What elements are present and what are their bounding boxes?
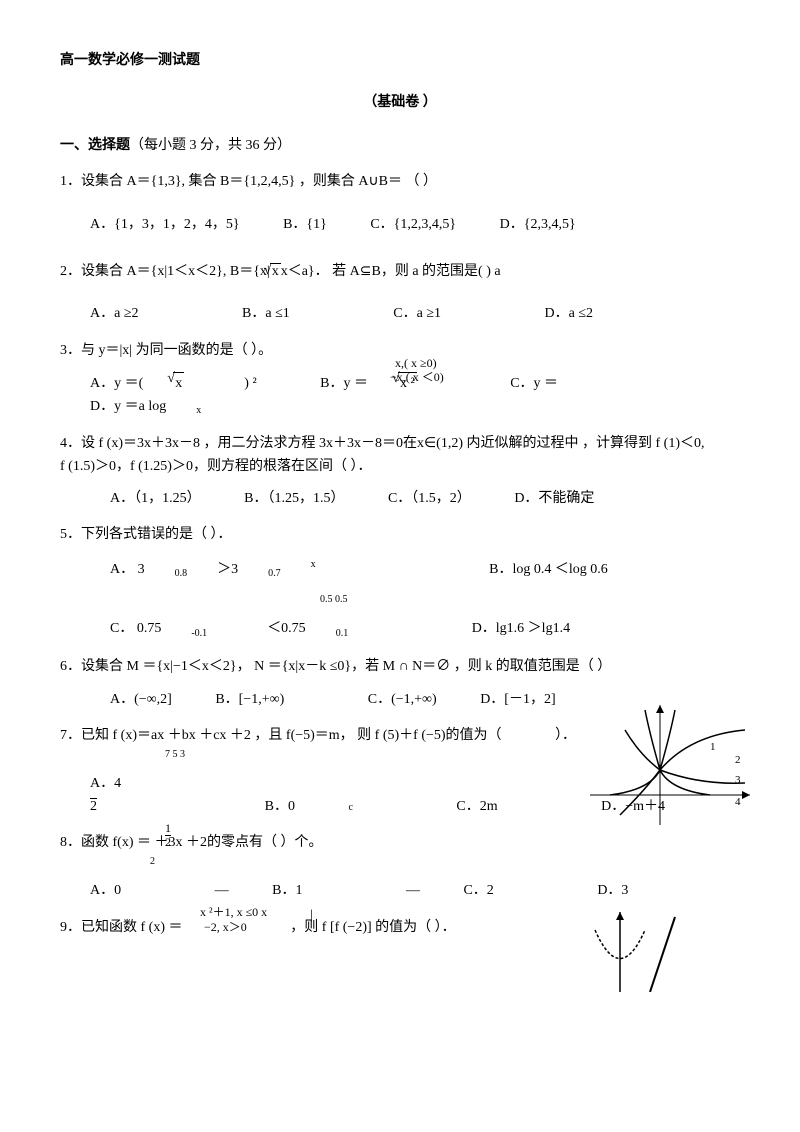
q7-stem-end: ）． (555, 728, 576, 743)
section-heading-row: 一、选择题（每小题 3 分，共 36 分） (60, 135, 740, 157)
q9-piece1: x ²＋1, x ≤0 x (200, 905, 267, 919)
q9-stem-post: ，则 f [f (−2)] 的值为（ ）． (290, 920, 455, 935)
q5-opt-b: B．log 0.4 ＜log 0.6 (489, 559, 608, 581)
q3-options: x,( x ≥0) −x,( x ＜0) A．y ＝( √x) ² B．y ＝ … (90, 372, 740, 419)
q6-opt-b: B．[−1,+∞) (215, 689, 284, 711)
q9-stem-pre: 9．已知函数 f (x) ＝ (60, 920, 183, 935)
q2-stem-suf: a (494, 264, 500, 279)
q7-opt-a: A．42 (90, 773, 161, 818)
q3b-sqrt: x ² (398, 372, 417, 395)
q7-opt-c: C．2m (456, 796, 497, 818)
question-5: 5．下列各式错误的是（ ）． A． 30.8＞30.7 x B．log 0.4 … (60, 524, 740, 642)
q8-frac-num: 1 (165, 822, 171, 836)
q8-stem-text: 8．函数 f(x) ＝ ＋3x ＋2的零点有（ ）个。 (60, 835, 323, 850)
q5-stem: 5．下列各式错误的是（ ）． (60, 524, 740, 546)
q8-frac-den: 2 (165, 836, 171, 849)
q8-options: A．0 — B．1 — C．2 D．3 (90, 880, 740, 902)
q5-opt-c: C． 0.75 -0.1 ＜0.75 0.1 (110, 618, 378, 642)
q8-opt-a: A．0 (90, 880, 121, 902)
q3b-pre: B．y ＝ (320, 373, 368, 395)
q5c-1: C． 0.75 (110, 618, 161, 640)
q7-opt-b: B．0 (265, 796, 295, 818)
svg-text:4: 4 (735, 796, 741, 808)
q1-opt-d: D．{2,3,4,5} (500, 214, 576, 236)
q1-options: A．{1，3，1，2，4，5} B．{1} C．{1,2,3,4,5} D．{2… (90, 214, 740, 236)
q2-stem-mid: x＜a}． 若 A⊆B，则 a 的范围是( ) (281, 264, 495, 279)
question-6: 6．设集合 M ＝{x|−1＜x＜2}， N ＝{x|x－k ≤0}，若 M ∩… (60, 656, 740, 711)
q1-opt-c: C．{1,2,3,4,5} (370, 214, 456, 236)
svg-text:1: 1 (710, 741, 716, 753)
q7a-txt: A．4 (90, 773, 121, 795)
q1-opt-b: B．{1} (283, 214, 327, 236)
q2-opt-a: A．a ≥2 (90, 303, 139, 325)
q5-options-row2: C． 0.75 -0.1 ＜0.75 0.1 D．lg1.6 ＞lg1.4 (110, 618, 740, 642)
q7-stem-text: 7．已知 f (x)＝ax ＋bx ＋cx ＋2 ，且 f(−5)＝m， 则 f… (60, 728, 502, 743)
doc-title: 高一数学必修一测试题 (60, 50, 740, 72)
q3-opt-b: B．y ＝ √x ² (320, 372, 477, 395)
q5-opt-d: D．lg1.6 ＞lg1.4 (472, 618, 570, 640)
q4-line2: f (1.5)＞0，f (1.25)＞0，则方程的根落在区间（ ）． (60, 456, 740, 478)
q2-opt-d: D．a ≤2 (545, 303, 594, 325)
q5a-sup1: 0.8 (175, 566, 188, 582)
parabola-graph (580, 912, 680, 992)
q2-opt-b: B．a ≤1 (242, 303, 290, 325)
q8-opt-c: C．2 (463, 880, 493, 902)
q8-frac: 1 2 (165, 822, 171, 849)
q1-opt-a: A．{1，3，1，2，4，5} (90, 214, 240, 236)
q5-options-row1: A． 30.8＞30.7 x B．log 0.4 ＜log 0.6 (110, 557, 740, 582)
q8-opt-b: B．1 (272, 880, 302, 902)
question-3: 3．与 y＝|x| 为同一函数的是（ ）。 x,( x ≥0) −x,( x ＜… (60, 340, 740, 420)
question-9: 9．已知函数 f (x) ＝ x ²＋1, x ≤0 x −2, x＞0 ，则 … (60, 917, 740, 939)
q3-opt-c: C．y ＝ (510, 373, 558, 395)
q3a-pre: A．y ＝( (90, 373, 143, 395)
q4-opt-d: D．不能确定 (514, 488, 594, 510)
question-4: 4．设 f (x)＝3x＋3x－8 ，用二分法求方程 3x＋3x－8＝0在x∈(… (60, 433, 740, 510)
q3d-text: D．y ＝a log (90, 396, 166, 418)
q5a-1: A． 3 (110, 559, 145, 581)
q9-piecewise: x ²＋1, x ≤0 x −2, x＞0 (186, 920, 247, 934)
q1-stem: 1．设集合 A＝{1,3}, 集合 B＝{1,2,4,5} ，则集合 A∪B＝ … (60, 171, 740, 193)
q6-opt-a: A．(−∞,2] (110, 689, 172, 711)
q2-opt-c: C．a ≥1 (393, 303, 441, 325)
q2-options: A．a ≥2 B．a ≤1 C．a ≥1 D．a ≤2 (90, 303, 740, 325)
q6-stem: 6．设集合 M ＝{x|−1＜x＜2}， N ＝{x|x－k ≤0}，若 M ∩… (60, 656, 740, 678)
q4-options: A．（1，1.25） B．（1.25，1.5） C．（1.5，2） D．不能确定 (110, 488, 740, 510)
question-2: 2．设集合 A＝{x|1＜x＜2}, B＝{x|√xx＜a}． 若 A⊆B，则 … (60, 261, 740, 326)
q8-opt-d: D．3 (597, 880, 628, 902)
q5c-sup2: 0.1 (336, 626, 349, 642)
section1-note: （每小题 3 分，共 36 分） (130, 138, 291, 153)
svg-text:2: 2 (735, 754, 741, 766)
svg-text:3: 3 (735, 774, 741, 786)
q2-stem-pre: 2．设集合 A＝{x|1＜x＜2}, B＝{x| (60, 264, 270, 279)
q5-b-sub: 0.5 0.5 (320, 592, 740, 608)
curves-graph: 1 2 3 4 (590, 705, 750, 825)
question-7: 7．已知 f (x)＝ax ＋bx ＋cx ＋2 ，且 f(−5)＝m， 则 f… (60, 725, 740, 818)
subtitle: （基础卷 ） (60, 92, 740, 114)
q5a-sup2: 0.7 (268, 566, 281, 582)
q3-opt-d: D．y ＝a log x (90, 396, 231, 420)
q5-opt-a: A． 30.8＞30.7 x (110, 557, 346, 582)
q3-opt-a: A．y ＝( √x) ² (90, 372, 287, 395)
q9-piece2: −2, x＞0 (204, 920, 247, 934)
q8-stem: 8．函数 f(x) ＝ ＋3x ＋2的零点有（ ）个。 1 2 (60, 832, 740, 854)
q2-stem: 2．设集合 A＝{x|1＜x＜2}, B＝{x|√xx＜a}． 若 A⊆B，则 … (60, 261, 740, 283)
q6-opt-d: D．[－1，2] (480, 689, 555, 711)
q3a-post: ) ² (244, 373, 256, 395)
question-1: 1．设集合 A＝{1,3}, 集合 B＝{1,2,4,5} ，则集合 A∪B＝ … (60, 171, 740, 236)
section1-heading: 一、选择题 (60, 138, 130, 153)
q5a-mid: ＞3 (217, 559, 238, 581)
q4-opt-c: C．（1.5，2） (388, 488, 471, 510)
q5c-mid: ＜0.75 (267, 618, 306, 640)
question-8: 8．函数 f(x) ＝ ＋3x ＋2的零点有（ ）个。 1 2 2 A．0 — … (60, 832, 740, 903)
q6-opt-c: C．(−1,+∞) (368, 689, 437, 711)
q4-line1: 4．设 f (x)＝3x＋3x－8 ，用二分法求方程 3x＋3x－8＝0在x∈(… (60, 433, 740, 455)
q5c-sup1: -0.1 (191, 626, 207, 642)
q4-opt-a: A．（1，1.25） (110, 488, 201, 510)
q8-sub: 2 (150, 854, 740, 870)
q4-opt-b: B．（1.25，1.5） (244, 488, 344, 510)
